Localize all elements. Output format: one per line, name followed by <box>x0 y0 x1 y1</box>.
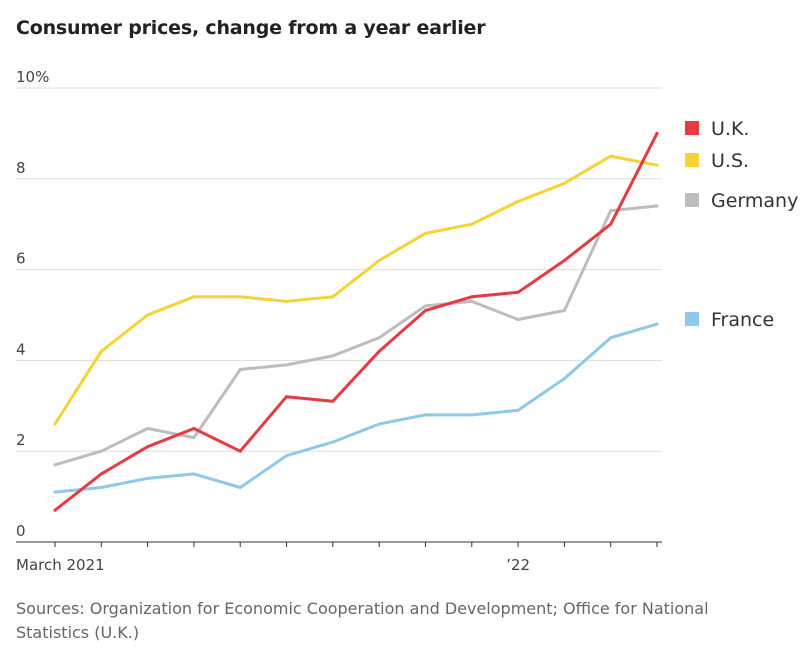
y-tick-label-4: 4 <box>16 340 26 358</box>
x-axis: March 2021 ’22 <box>16 541 662 574</box>
data-point-germany <box>146 427 150 430</box>
data-point-france <box>470 413 474 417</box>
series-line-france <box>53 322 659 494</box>
data-point-us <box>470 222 474 226</box>
legend-swatch-uk <box>685 121 699 135</box>
data-point-france <box>562 377 566 381</box>
data-point-uk <box>470 295 474 299</box>
data-point-germany <box>99 449 103 453</box>
data-point-germany <box>377 336 381 340</box>
data-point-us <box>562 181 566 185</box>
data-point-us <box>331 295 335 299</box>
legend-label-uk: U.K. <box>711 118 749 140</box>
data-point-us <box>609 154 613 158</box>
grid-layer <box>16 87 662 452</box>
data-point-us <box>377 259 381 263</box>
legend-swatch-us <box>685 153 699 167</box>
data-point-france <box>238 486 242 490</box>
y-tick-label-8: 8 <box>16 159 26 177</box>
data-point-uk <box>99 472 103 476</box>
source-note: Sources: Organization for Economic Coope… <box>16 599 709 642</box>
data-point-france <box>53 490 57 494</box>
legend-label-us: U.S. <box>711 150 749 172</box>
legend-swatch-france <box>685 312 699 326</box>
data-point-uk <box>423 308 427 312</box>
data-point-germany <box>238 367 242 371</box>
series-line-germany <box>53 204 659 467</box>
series-layer <box>53 131 659 512</box>
data-point-france <box>423 413 427 417</box>
data-point-uk <box>285 395 289 399</box>
y-tick-label-6: 6 <box>16 250 26 268</box>
data-point-us <box>655 163 659 167</box>
data-point-germany <box>609 209 613 213</box>
x-tick-label-10: ’22 <box>506 556 530 574</box>
data-point-uk <box>377 349 381 353</box>
series-line-us <box>53 154 659 426</box>
data-point-germany <box>285 363 289 367</box>
data-point-us <box>423 231 427 235</box>
data-point-germany <box>423 304 427 308</box>
data-point-france <box>146 476 150 480</box>
y-tick-label-0: 0 <box>16 522 26 540</box>
data-point-us <box>53 422 57 426</box>
data-point-us <box>192 295 196 299</box>
x-tick-label-0: March 2021 <box>16 556 105 574</box>
series-line-uk <box>53 131 659 512</box>
data-point-uk <box>238 449 242 453</box>
data-point-uk <box>192 427 196 430</box>
data-point-france <box>655 322 659 326</box>
y-tick-label-10: 10% <box>16 68 49 86</box>
data-point-uk <box>562 259 566 263</box>
data-point-france <box>285 454 289 458</box>
data-point-france <box>516 408 520 412</box>
data-point-germany <box>192 436 196 440</box>
legend-swatch-germany <box>685 193 699 207</box>
y-tick-label-2: 2 <box>16 431 26 449</box>
data-point-germany <box>562 308 566 312</box>
data-point-france <box>331 440 335 444</box>
data-point-france <box>609 336 613 340</box>
data-point-france <box>99 486 103 490</box>
data-point-us <box>99 349 103 353</box>
data-point-us <box>146 313 150 317</box>
data-point-us <box>238 295 242 299</box>
data-point-uk <box>516 290 520 294</box>
legend-label-germany: Germany <box>711 190 798 212</box>
data-point-france <box>377 422 381 426</box>
data-point-uk <box>609 222 613 226</box>
data-point-us <box>516 200 520 203</box>
data-point-uk <box>331 399 335 403</box>
y-axis-ticks: 0 2 4 6 8 10% <box>16 68 49 540</box>
data-point-france <box>192 472 196 476</box>
data-point-germany <box>655 204 659 208</box>
line-chart: 0 2 4 6 8 10% March 2021 ’22 U.K. U.S. Germany Fr… <box>16 68 798 574</box>
chart-title: Consumer prices, change from a year earl… <box>16 17 486 39</box>
data-point-uk <box>53 508 57 512</box>
data-point-germany <box>53 463 57 467</box>
data-point-germany <box>470 299 474 303</box>
data-point-us <box>285 299 289 303</box>
data-point-germany <box>331 354 335 358</box>
legend-label-france: France <box>711 309 774 331</box>
data-point-uk <box>146 445 150 449</box>
data-point-germany <box>516 318 520 322</box>
data-point-uk <box>655 131 659 135</box>
legend: U.K. U.S. Germany France <box>685 118 798 331</box>
